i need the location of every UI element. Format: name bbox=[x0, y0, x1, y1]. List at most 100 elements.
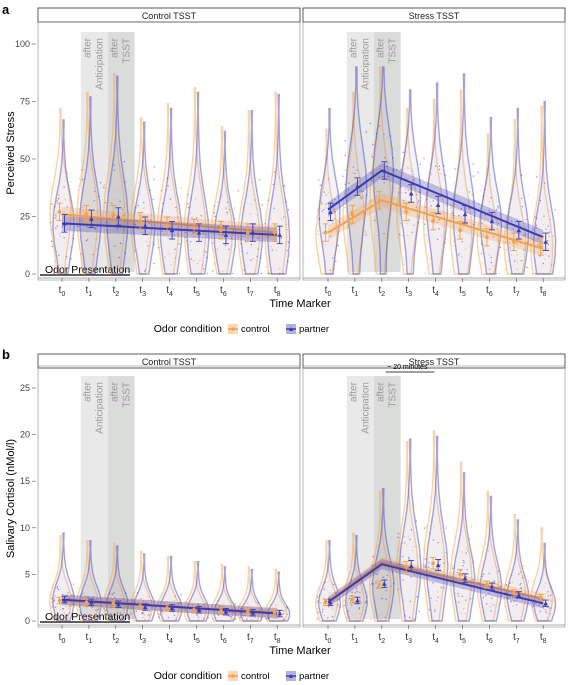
jitter-point bbox=[134, 601, 137, 604]
x-tick-label: t8 bbox=[274, 632, 281, 645]
jitter-point bbox=[166, 177, 169, 179]
jitter-point bbox=[334, 198, 336, 201]
jitter-point bbox=[226, 201, 229, 204]
jitter-point bbox=[212, 618, 214, 620]
jitter-point bbox=[77, 185, 80, 187]
jitter-point bbox=[407, 234, 409, 237]
jitter-point bbox=[369, 618, 372, 620]
jitter-point bbox=[404, 188, 407, 190]
jitter-point bbox=[136, 607, 139, 609]
x-tick-label: t2 bbox=[112, 632, 119, 645]
jitter-point bbox=[63, 186, 65, 188]
jitter-point bbox=[510, 220, 513, 222]
jitter-point bbox=[521, 205, 524, 208]
jitter-point bbox=[137, 204, 139, 207]
jitter-point bbox=[164, 230, 167, 233]
jitter-point bbox=[499, 246, 501, 249]
jitter-point bbox=[109, 154, 111, 156]
jitter-point bbox=[51, 203, 53, 205]
jitter-point bbox=[455, 231, 458, 233]
jitter-point bbox=[66, 206, 69, 208]
jitter-point bbox=[550, 599, 552, 601]
jitter-point bbox=[202, 603, 204, 606]
jitter-point bbox=[114, 597, 116, 599]
jitter-point bbox=[58, 232, 61, 235]
jitter-point bbox=[318, 201, 321, 203]
jitter-point bbox=[217, 229, 220, 231]
jitter-point bbox=[186, 240, 188, 242]
jitter-point bbox=[355, 587, 358, 590]
jitter-point bbox=[283, 610, 285, 612]
jitter-point bbox=[137, 223, 139, 226]
jitter-point bbox=[546, 612, 549, 615]
jitter-point bbox=[427, 566, 430, 569]
jitter-point bbox=[356, 591, 358, 593]
jitter-point bbox=[423, 565, 425, 567]
jitter-point bbox=[439, 564, 441, 566]
jitter-point bbox=[126, 613, 129, 616]
jitter-point bbox=[130, 613, 132, 615]
jitter-point bbox=[192, 260, 195, 262]
jitter-point bbox=[461, 595, 464, 597]
jitter-point bbox=[534, 259, 536, 261]
jitter-point bbox=[362, 196, 364, 198]
jitter-point bbox=[223, 229, 225, 231]
jitter-point bbox=[120, 594, 122, 596]
jitter-point bbox=[222, 605, 224, 608]
mean-point-control bbox=[538, 244, 543, 249]
jitter-point bbox=[161, 608, 164, 611]
jitter-point bbox=[187, 604, 189, 606]
jitter-point bbox=[272, 183, 274, 186]
jitter-point bbox=[495, 209, 498, 211]
jitter-point bbox=[548, 210, 550, 212]
jitter-point bbox=[345, 594, 347, 596]
jitter-point bbox=[412, 618, 415, 620]
jitter-point bbox=[347, 610, 349, 613]
jitter-point bbox=[369, 225, 371, 227]
jitter-point bbox=[544, 593, 546, 595]
jitter-point bbox=[270, 245, 273, 248]
jitter-point bbox=[105, 597, 107, 600]
jitter-point bbox=[321, 202, 323, 204]
jitter-point bbox=[162, 609, 164, 612]
jitter-point bbox=[497, 570, 500, 572]
jitter-point bbox=[57, 197, 60, 200]
jitter-point bbox=[132, 599, 134, 601]
jitter-point bbox=[134, 250, 136, 252]
jitter-point bbox=[505, 268, 507, 270]
jitter-point bbox=[458, 601, 460, 604]
mean-point-partner bbox=[62, 221, 67, 226]
jitter-point bbox=[153, 262, 155, 265]
jitter-point bbox=[371, 153, 373, 156]
jitter-point bbox=[504, 606, 506, 608]
mean-point-control bbox=[111, 601, 116, 606]
jitter-point bbox=[283, 185, 286, 187]
jitter-point bbox=[547, 594, 550, 597]
mean-point-partner bbox=[408, 191, 414, 196]
jitter-point bbox=[325, 194, 327, 196]
jitter-point bbox=[184, 601, 186, 603]
jitter-point bbox=[546, 618, 549, 620]
jitter-point bbox=[432, 200, 434, 202]
jitter-point bbox=[444, 242, 446, 244]
jitter-point bbox=[284, 216, 286, 218]
jitter-point bbox=[365, 131, 368, 133]
jitter-point bbox=[84, 595, 86, 597]
jitter-point bbox=[57, 193, 60, 196]
violin-partner bbox=[132, 121, 156, 275]
facet-title: Control TSST bbox=[142, 357, 197, 367]
jitter-point bbox=[91, 617, 94, 620]
jitter-point bbox=[389, 135, 392, 137]
jitter-point bbox=[462, 587, 464, 589]
jitter-point bbox=[53, 272, 55, 275]
jitter-point bbox=[549, 218, 552, 221]
facet-title: Stress TSST bbox=[409, 11, 460, 21]
jitter-point bbox=[404, 615, 406, 617]
jitter-point bbox=[520, 260, 523, 262]
jitter-point bbox=[432, 539, 435, 541]
jitter-point bbox=[65, 256, 68, 258]
jitter-point bbox=[363, 229, 365, 232]
jitter-point bbox=[492, 236, 494, 238]
jitter-point bbox=[432, 582, 434, 584]
shade-label: after bbox=[83, 381, 94, 402]
